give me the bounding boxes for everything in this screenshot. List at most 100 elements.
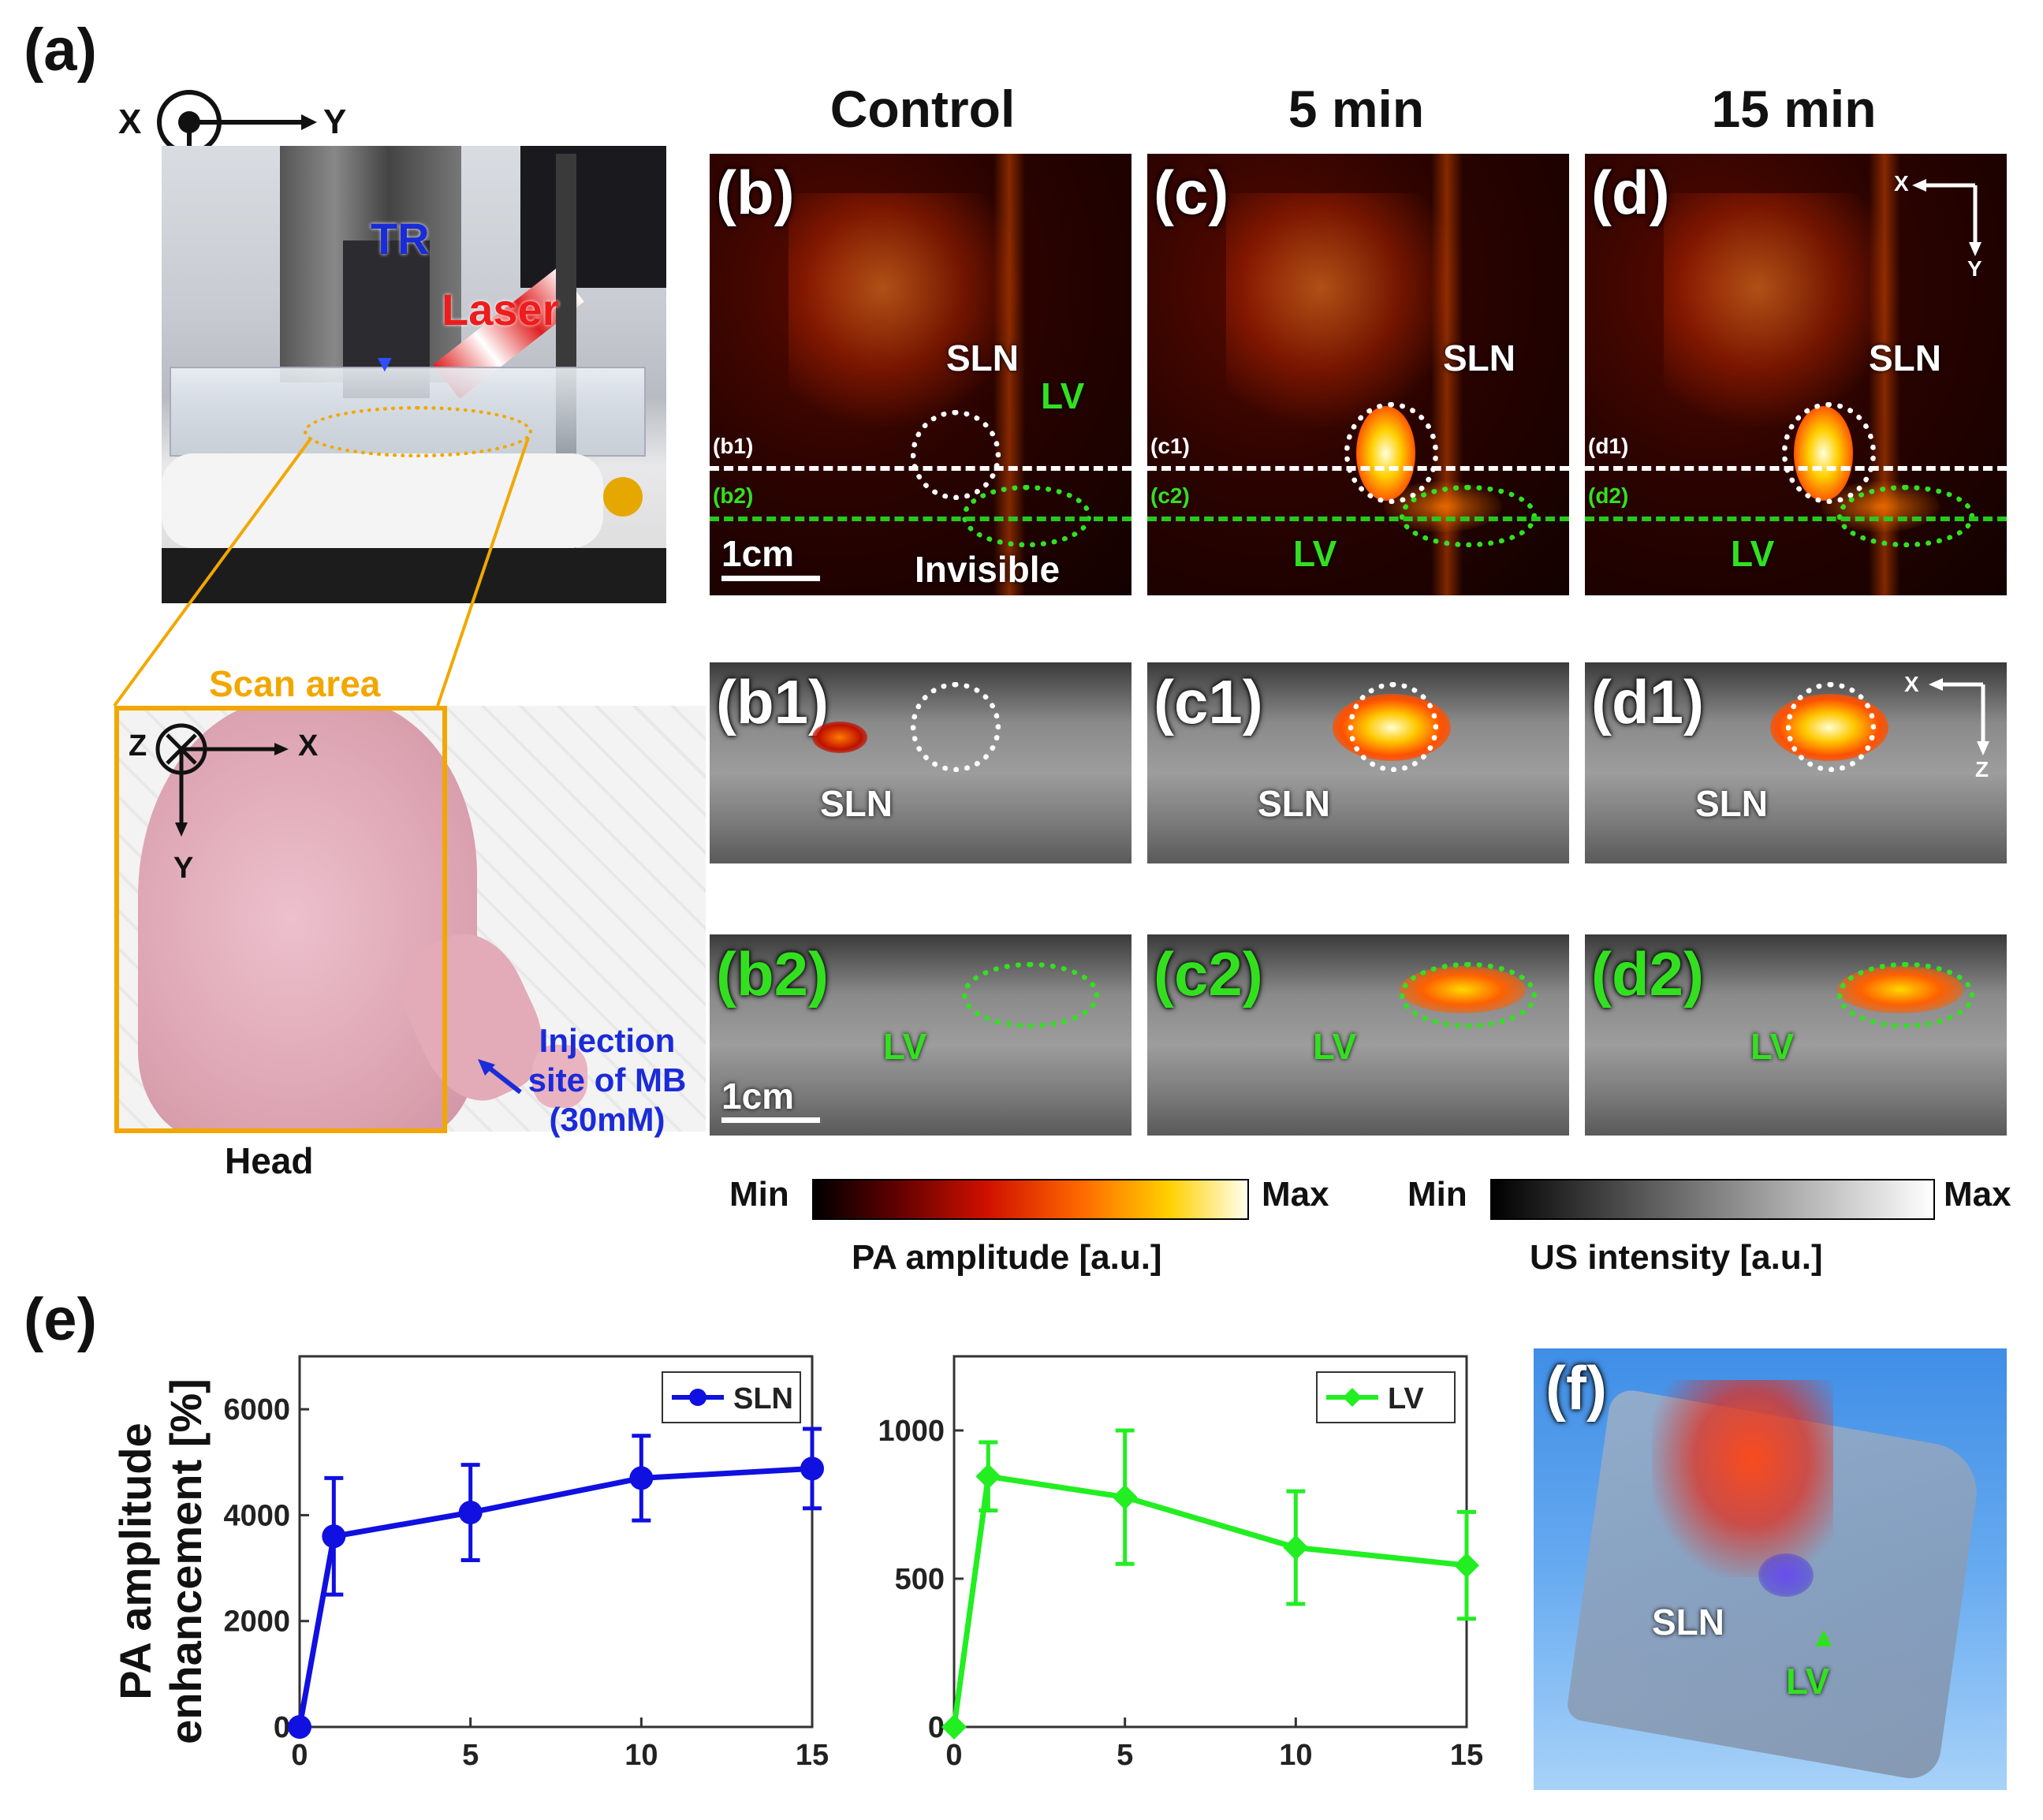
- laser-label: Laser: [442, 285, 560, 334]
- orientation-xy-icon: [1912, 179, 1981, 256]
- column-header-5min: 5 min: [1288, 80, 1425, 138]
- pa-image-d: (d) SLN (d1) (d2) LV X Y: [1585, 154, 2007, 595]
- scan-photo: [114, 706, 706, 1132]
- y-tick-label: 2000: [223, 1606, 290, 1639]
- sln-label: SLN: [1695, 783, 1768, 824]
- panel-c2-label: (c2): [1154, 939, 1263, 1009]
- setup-photo: ▼: [162, 146, 666, 603]
- sln-label: SLN: [1652, 1602, 1724, 1643]
- lv-label: LV: [1731, 533, 1775, 574]
- pa-colorbar-min: Min: [729, 1175, 789, 1214]
- legend-marker: [689, 1389, 706, 1406]
- injection-label-line3: (30mM): [549, 1101, 665, 1138]
- y-tick-label: 1000: [878, 1415, 945, 1448]
- us-image-b2: (b2) LV 1cm: [710, 934, 1131, 1136]
- us-image-c2: (c2) LV: [1147, 934, 1569, 1136]
- lv-ellipse: [1400, 485, 1537, 547]
- axis-y-label: Y: [323, 103, 347, 141]
- inset-axis-y-label: Y: [173, 852, 194, 885]
- x-tick-label: 15: [1450, 1739, 1483, 1772]
- vessel-glow: [1664, 193, 1900, 430]
- panel-f-render: (f) SLN LV ▲: [1534, 1348, 2007, 1790]
- line-b1: [710, 466, 1131, 471]
- sln-circle: [1782, 402, 1876, 504]
- line-c1: [1147, 466, 1569, 471]
- line-b1-label: (b1): [713, 434, 754, 458]
- orient-x-label: X: [1904, 672, 1919, 696]
- panel-e-label: (e): [24, 1286, 97, 1353]
- invisible-label: Invisible: [915, 549, 1061, 590]
- line-c1-label: (c1): [1150, 434, 1190, 458]
- tr-label: TR: [371, 214, 430, 263]
- panel-d-label: (d): [1591, 158, 1670, 227]
- ylabel-line1: PA amplitude: [110, 1423, 160, 1700]
- sln-label: SLN: [1258, 783, 1330, 824]
- line-d2-label: (d2): [1588, 483, 1629, 508]
- data-point: [1112, 1484, 1138, 1510]
- scale-bar: [721, 576, 820, 581]
- pa-colorbar: [812, 1179, 1249, 1220]
- injection-label: Injection site of MB (30mM): [505, 1021, 710, 1139]
- scale-label: 1cm: [721, 533, 795, 574]
- sln-label: SLN: [946, 338, 1019, 379]
- axis-x-label: X: [118, 103, 142, 141]
- pa-image-c: (c) SLN (c1) (c2) LV: [1147, 154, 1569, 595]
- chart-lv: 0 500 1000 0 5 10 15 LV: [878, 1355, 1483, 1772]
- orient-y-label: Y: [1967, 256, 1982, 281]
- orient-z-label: Z: [1975, 757, 1989, 781]
- orientation-xz-icon: [1929, 678, 1989, 755]
- scale-bar: [721, 1117, 820, 1123]
- inset-axes-icon: [155, 723, 289, 837]
- us-colorbar-min: Min: [1407, 1175, 1467, 1214]
- lv-label: LV: [1041, 375, 1085, 416]
- transducer-arrow-icon: ▼: [373, 351, 397, 377]
- lv-label: LV: [1786, 1661, 1830, 1702]
- injection-label-line1: Injection: [539, 1022, 676, 1059]
- sln-circle: [1786, 682, 1876, 772]
- x-tick-label: 5: [462, 1739, 479, 1772]
- bedding: [162, 453, 603, 548]
- data-point: [800, 1456, 824, 1481]
- data-point: [975, 1464, 1001, 1490]
- legend-label: SLN: [733, 1382, 793, 1415]
- data-point: [288, 1715, 311, 1739]
- knob: [603, 477, 643, 517]
- lv-ellipse: [1837, 962, 1974, 1028]
- legend-marker: [1343, 1388, 1362, 1407]
- x-tick-label: 5: [1117, 1739, 1133, 1772]
- lv-arrow-icon: ▲: [1810, 1620, 1838, 1653]
- sln-circle: [1344, 402, 1438, 504]
- ylabel-line2: enhancement [%]: [161, 1378, 211, 1744]
- sln-label: SLN: [1869, 338, 1941, 379]
- us-colorbar: [1490, 1179, 1935, 1220]
- mouse-paw: [532, 1045, 587, 1108]
- data-point: [322, 1524, 346, 1549]
- mouse-body: [138, 706, 477, 1132]
- series-line: [296, 1465, 813, 1728]
- lv-label: LV: [1750, 1026, 1795, 1067]
- vessel-glow: [1226, 193, 1463, 430]
- y-tick-label: 0: [274, 1711, 290, 1744]
- us-image-b1: (b1) SLN: [710, 662, 1131, 863]
- lv-label: LV: [1293, 533, 1337, 574]
- us-image-c1: (c1) SLN: [1147, 662, 1569, 863]
- line-c2: [1147, 517, 1569, 521]
- laser-housing: [520, 146, 666, 288]
- inset-axis-x-label: X: [298, 729, 319, 763]
- legend-box: [662, 1371, 801, 1423]
- us-image-d1: (d1) SLN X Z: [1585, 662, 2007, 863]
- panel-e-ylabel: PA amplitude enhancement [%]: [110, 1317, 211, 1806]
- x-tick-label: 10: [624, 1739, 658, 1772]
- scan-area-label: Scan area: [209, 663, 381, 704]
- scan-area-box: [114, 706, 447, 1133]
- pa-signal: [812, 722, 867, 753]
- panel-d2-label: (d2): [1591, 939, 1704, 1009]
- column-header-control: Control: [830, 80, 1016, 138]
- panel-d1-label: (d1): [1591, 667, 1704, 737]
- pa-image-b: (b) SLN LV (b1) (b2) 1cm Invisible: [710, 154, 1131, 595]
- scan-ellipse: [304, 406, 532, 457]
- sln-3d-signal: [1758, 1553, 1814, 1597]
- zoom-projection-lines: [113, 436, 530, 707]
- us-colorbar-title: US intensity [a.u.]: [1530, 1238, 1823, 1277]
- line-d1: [1585, 466, 2007, 471]
